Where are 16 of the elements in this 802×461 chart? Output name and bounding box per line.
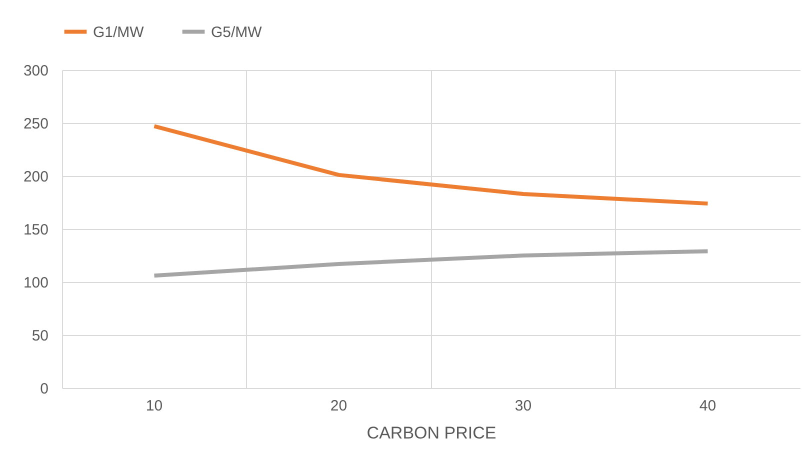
x-tick-label: 20 [330, 398, 348, 414]
legend-label: G5/MW [211, 24, 263, 41]
y-tick-label: 50 [32, 328, 48, 344]
y-tick-label: 0 [40, 380, 48, 398]
y-tick-label: 250 [23, 116, 48, 132]
line-series [152, 124, 710, 206]
legend-label: G1/MW [93, 24, 145, 41]
y-tick-label: 200 [23, 168, 48, 186]
y-tick-label: 100 [23, 274, 48, 292]
line-series [152, 249, 710, 278]
x-tick-label: 40 [699, 398, 716, 414]
x-tick-label: 30 [514, 398, 532, 414]
x-tick-label: 10 [146, 398, 163, 414]
y-tick-label: 300 [23, 62, 48, 80]
y-tick-label: 150 [23, 222, 48, 238]
x-axis-title: CARBON PRICE [366, 424, 496, 442]
